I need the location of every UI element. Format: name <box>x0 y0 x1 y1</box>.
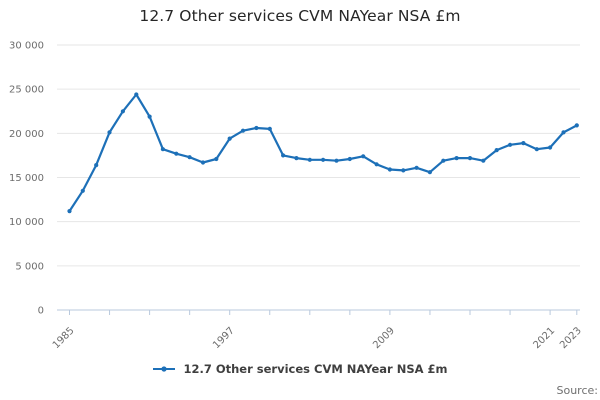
x-axis-ticks <box>69 310 578 315</box>
svg-text:1985: 1985 <box>51 325 77 351</box>
svg-text:1997: 1997 <box>211 325 237 351</box>
line-chart: 0 5 000 10 000 15 000 20 000 25 000 30 000 1985… <box>9 41 584 352</box>
legend-line-marker-icon <box>153 366 176 372</box>
legend-label: 12.7 Other services CVM NAYear NSA £m <box>183 362 448 376</box>
svg-text:2009: 2009 <box>371 325 397 351</box>
svg-text:20 000: 20 000 <box>9 129 44 140</box>
svg-text:15 000: 15 000 <box>9 173 44 184</box>
source-label: Source: <box>556 384 599 397</box>
legend: 12.7 Other services CVM NAYear NSA £m <box>0 362 600 376</box>
x-axis-tick-labels: 1985 1997 2009 2021 2023 <box>51 325 584 351</box>
svg-text:2023: 2023 <box>558 325 584 351</box>
legend-item[interactable]: 12.7 Other services CVM NAYear NSA £m <box>152 362 448 376</box>
svg-text:25 000: 25 000 <box>9 85 44 96</box>
chart-title: 12.7 Other services CVM NAYear NSA £m <box>139 7 461 25</box>
y-gridlines <box>57 44 580 267</box>
svg-text:2021: 2021 <box>531 325 557 351</box>
svg-text:5 000: 5 000 <box>15 261 44 272</box>
svg-text:10 000: 10 000 <box>9 217 44 228</box>
svg-text:0: 0 <box>38 306 44 317</box>
series-line <box>68 93 578 213</box>
y-axis-tick-labels: 0 5 000 10 000 15 000 20 000 25 000 30 000 <box>9 41 44 317</box>
svg-text:30 000: 30 000 <box>9 41 44 52</box>
series-markers <box>67 92 579 214</box>
